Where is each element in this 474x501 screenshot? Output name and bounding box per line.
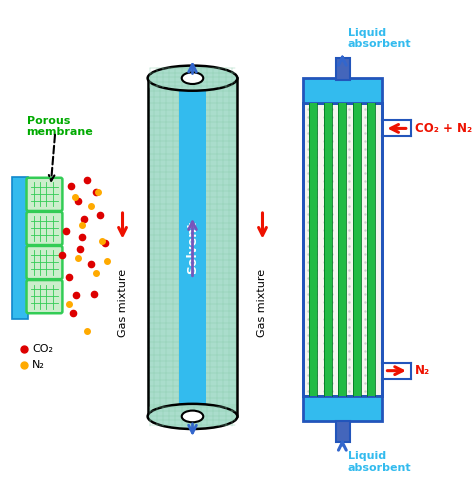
Text: N₂: N₂ [415, 364, 430, 377]
Text: N₂: N₂ [32, 360, 45, 370]
Ellipse shape [147, 404, 237, 429]
Bar [179, 78, 206, 416]
Text: Gas mixture: Gas mixture [118, 269, 128, 337]
Bar [367, 103, 375, 396]
FancyBboxPatch shape [27, 280, 63, 313]
Text: Gas mixture: Gas mixture [257, 269, 267, 337]
Bar [324, 103, 332, 396]
Bar [303, 78, 382, 103]
Text: CO₂ + N₂: CO₂ + N₂ [415, 122, 472, 135]
Bar [338, 103, 346, 396]
Text: CO₂: CO₂ [32, 344, 53, 354]
Bar [12, 177, 28, 319]
Bar [147, 78, 237, 416]
Text: Solvent: Solvent [186, 221, 199, 274]
Bar [303, 396, 382, 421]
Bar [336, 421, 349, 442]
Text: Porous
membrane: Porous membrane [27, 116, 93, 137]
Ellipse shape [182, 411, 203, 422]
FancyBboxPatch shape [27, 246, 63, 279]
Bar [303, 103, 382, 396]
Text: Liquid
absorbent: Liquid absorbent [348, 451, 411, 473]
Bar [310, 103, 318, 396]
Ellipse shape [147, 66, 237, 91]
FancyBboxPatch shape [27, 212, 63, 245]
Bar [336, 59, 349, 80]
Text: Liquid
absorbent: Liquid absorbent [348, 28, 411, 50]
Ellipse shape [182, 72, 203, 84]
FancyBboxPatch shape [27, 178, 63, 211]
Bar [353, 103, 361, 396]
